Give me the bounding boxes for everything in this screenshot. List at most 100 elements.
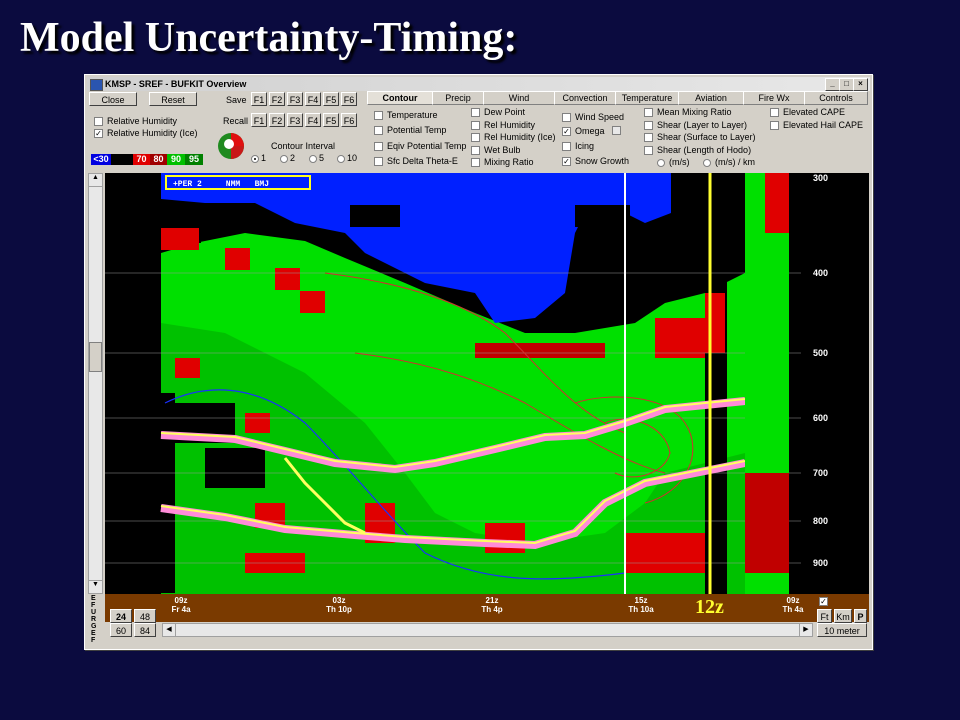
horizontal-scrollbar[interactable]: ◀ ▶: [162, 623, 813, 637]
legend-lt30: <30: [91, 154, 111, 165]
tab-convection[interactable]: Convection: [554, 91, 616, 105]
wet-bulb-checkbox[interactable]: [471, 146, 480, 155]
time-label-1: 03z Th 10p: [319, 596, 359, 614]
scroll-right-icon[interactable]: ▶: [799, 624, 812, 636]
time-label-2: 21z Th 4p: [472, 596, 512, 614]
time-z-1: 03z: [332, 596, 346, 605]
time-axis-bar: 09z Fr 4a 03z Th 10p 21z Th 4p 15z Th 10a 09…: [105, 594, 869, 622]
rhice-checkbox[interactable]: ✓: [94, 129, 103, 138]
units-mskm-radio[interactable]: [703, 159, 711, 167]
snow-growth-checkbox[interactable]: ✓: [562, 157, 571, 166]
recall-f1-button[interactable]: F1: [251, 113, 267, 127]
recall-f4-button[interactable]: F4: [305, 113, 321, 127]
time-z-0: 09z: [174, 596, 188, 605]
wind-speed-checkbox[interactable]: [562, 113, 571, 122]
save-f1-button[interactable]: F1: [251, 92, 267, 106]
interval-1-label: 1: [261, 153, 267, 163]
recall-f6-button[interactable]: F6: [341, 113, 357, 127]
shear-surface-checkbox[interactable]: [644, 133, 653, 142]
rh-checkbox[interactable]: [94, 117, 103, 126]
temperature-checkbox[interactable]: [374, 111, 383, 120]
recall-f3-button[interactable]: F3: [287, 113, 303, 127]
options-checkbox[interactable]: ✓: [819, 597, 828, 606]
interval-1-radio[interactable]: [251, 155, 259, 163]
legend-80: 80: [150, 154, 167, 165]
range-24-button[interactable]: 24: [110, 609, 132, 623]
shear-hodo-checkbox[interactable]: [644, 146, 653, 155]
legend-95: 95: [185, 154, 203, 165]
mixing-ratio-checkbox[interactable]: [471, 158, 480, 167]
interval-10-label: 10: [347, 153, 358, 163]
scroll-thumb[interactable]: [89, 342, 102, 372]
omega-checkbox[interactable]: ✓: [562, 127, 571, 136]
bufkit-window: KMSP - SREF - BUFKIT Overview _ □ × Clos…: [84, 74, 873, 650]
tab-precip[interactable]: Precip: [432, 91, 484, 105]
range-84-button[interactable]: 84: [134, 623, 156, 637]
window-title: KMSP - SREF - BUFKIT Overview: [105, 79, 247, 89]
close-icon[interactable]: ×: [853, 78, 868, 91]
legend-70: 70: [133, 154, 150, 165]
range-60-button[interactable]: 60: [110, 623, 132, 637]
recall-f2-button[interactable]: F2: [269, 113, 285, 127]
interval-2-radio[interactable]: [280, 155, 288, 163]
time-z-2: 21z: [485, 596, 499, 605]
save-f6-button[interactable]: F6: [341, 92, 357, 106]
interval-10-radio[interactable]: [337, 155, 345, 163]
scroll-left-icon[interactable]: ◀: [163, 624, 176, 636]
time-label-0: 09z Fr 4a: [161, 596, 201, 614]
dew-point-label: Dew Point: [484, 107, 526, 117]
elevated-cape-checkbox[interactable]: [770, 108, 779, 117]
close-button[interactable]: Close: [89, 92, 137, 106]
tab-wind[interactable]: Wind: [483, 91, 555, 105]
rel-humidity-ice-checkbox[interactable]: [471, 133, 480, 142]
tab-temperature[interactable]: Temperature: [615, 91, 679, 105]
reset-button[interactable]: Reset: [149, 92, 197, 106]
save-f4-button[interactable]: F4: [305, 92, 321, 106]
minimize-icon[interactable]: _: [825, 78, 840, 91]
12z-annotation: 12z: [695, 596, 724, 618]
time-d-3: Th 10a: [628, 605, 654, 614]
save-f5-button[interactable]: F5: [323, 92, 339, 106]
interval-2-label: 2: [290, 153, 296, 163]
tab-fire-wx[interactable]: Fire Wx: [743, 91, 805, 105]
shear-layer-checkbox[interactable]: [644, 121, 653, 130]
maximize-icon[interactable]: □: [839, 78, 854, 91]
rh-contour-field: [105, 173, 801, 594]
tab-contour[interactable]: Contour: [367, 91, 433, 105]
recall-f5-button[interactable]: F5: [323, 113, 339, 127]
rel-humidity-ice-label: Rel Humidity (Ice): [484, 132, 556, 142]
range-48-button[interactable]: 48: [134, 609, 156, 623]
potential-temp-checkbox[interactable]: [374, 126, 383, 135]
icing-checkbox[interactable]: [562, 142, 571, 151]
ft-button[interactable]: Ft: [817, 609, 832, 623]
km-button[interactable]: Km: [834, 609, 852, 623]
snow-growth-band-lower: [160, 459, 746, 550]
ten-meter-button[interactable]: 10 meter: [817, 623, 867, 637]
slide-title: Model Uncertainty-Timing:: [20, 15, 518, 61]
ensemble-member-label: +PER 2 NMM BMJ: [165, 175, 311, 190]
vertical-scrollbar[interactable]: ▲ ▼: [88, 173, 103, 594]
tab-controls[interactable]: Controls: [804, 91, 868, 105]
rel-humidity-checkbox[interactable]: [471, 121, 480, 130]
time-label-4: 09z Th 4a: [773, 596, 813, 614]
blue-contour: [164, 389, 626, 580]
omega-color-swatch[interactable]: [612, 126, 621, 135]
save-f2-button[interactable]: F2: [269, 92, 285, 106]
elevated-hail-cape-checkbox[interactable]: [770, 121, 779, 130]
scroll-down-icon[interactable]: ▼: [89, 580, 102, 593]
p-button[interactable]: P: [854, 609, 867, 623]
rel-humidity-label: Rel Humidity: [484, 120, 536, 130]
mean-mixing-ratio-checkbox[interactable]: [644, 108, 653, 117]
units-ms-radio[interactable]: [657, 159, 665, 167]
interval-5-radio[interactable]: [309, 155, 317, 163]
pressure-label-400: 400: [813, 268, 829, 278]
dew-point-checkbox[interactable]: [471, 108, 480, 117]
sfc-delta-theta-e-checkbox[interactable]: [374, 157, 383, 166]
eqiv-potential-temp-checkbox[interactable]: [374, 142, 383, 151]
scroll-up-icon[interactable]: ▲: [89, 174, 102, 187]
save-f3-button[interactable]: F3: [287, 92, 303, 106]
pressure-label-900: 900: [813, 558, 829, 568]
tab-aviation[interactable]: Aviation: [678, 91, 744, 105]
rhice-label: Relative Humidity (Ice): [107, 128, 198, 138]
recall-label: Recall: [223, 116, 249, 126]
